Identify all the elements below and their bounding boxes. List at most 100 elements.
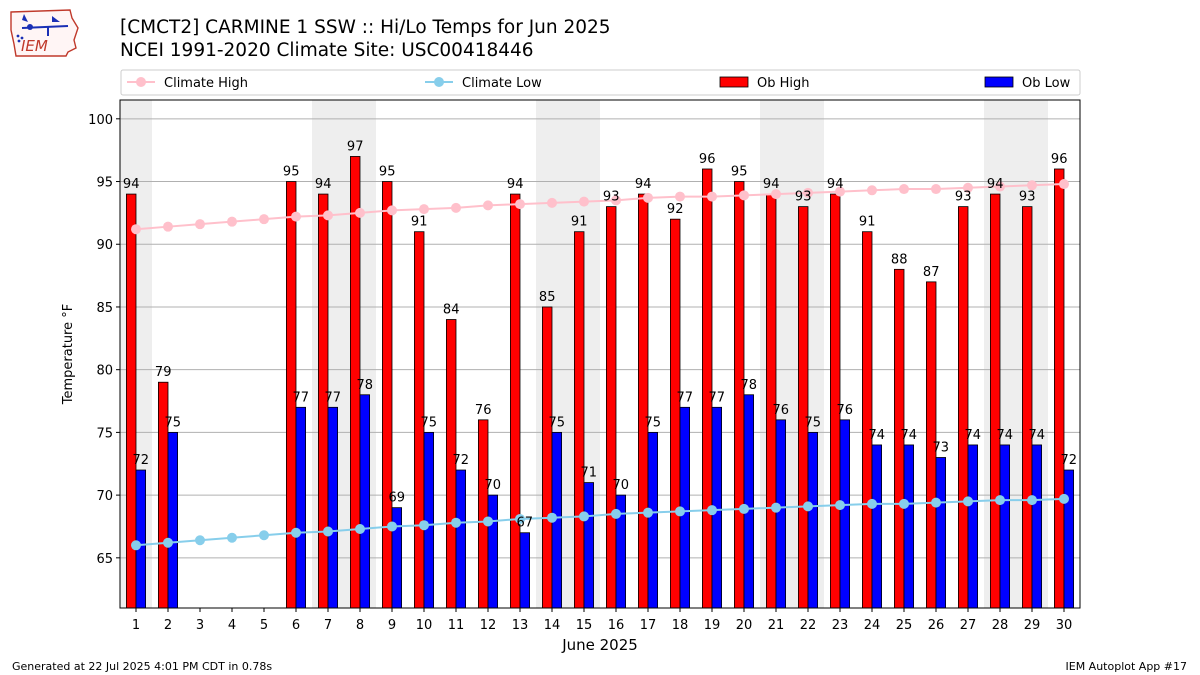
ob-high-bar bbox=[734, 181, 745, 609]
ob-low-bar bbox=[807, 431, 819, 609]
climate-high-point bbox=[995, 181, 1005, 192]
x-tick-label: 14 bbox=[544, 618, 561, 633]
ob-low-value-label: 67 bbox=[517, 516, 534, 531]
x-tick-label: 16 bbox=[608, 618, 625, 633]
x-tick-label: 2 bbox=[164, 618, 172, 633]
ob-high-value-label: 94 bbox=[763, 177, 780, 192]
ob-high-bar bbox=[542, 306, 553, 609]
ob-low-value-label: 74 bbox=[869, 428, 886, 443]
climate-low-point bbox=[1059, 493, 1069, 504]
ob-low-bar bbox=[167, 431, 179, 609]
ob-high-bar bbox=[606, 206, 617, 609]
climate-high-point bbox=[483, 200, 493, 211]
legend-climate-low-marker bbox=[434, 77, 444, 87]
ob-high-bar bbox=[990, 193, 1001, 609]
climate-high-point bbox=[835, 186, 845, 197]
climate-low-line bbox=[135, 497, 1065, 547]
ob-low-value-label: 73 bbox=[933, 440, 950, 455]
x-tick-label: 11 bbox=[448, 618, 465, 633]
ob-high-bar bbox=[1054, 168, 1065, 609]
legend-climate-low-label: Climate Low bbox=[462, 76, 542, 91]
climate-high-point bbox=[803, 187, 813, 198]
climate-low-point bbox=[323, 526, 333, 537]
climate-low-point bbox=[707, 505, 717, 516]
climate-low-point bbox=[131, 540, 141, 551]
climate-low-point bbox=[611, 508, 621, 519]
ob-low-value-label: 77 bbox=[293, 390, 310, 405]
ob-low-value-label: 72 bbox=[453, 453, 470, 468]
x-tick-label: 24 bbox=[864, 618, 881, 633]
ob-high-bar bbox=[477, 419, 489, 609]
x-tick-label: 25 bbox=[896, 618, 913, 633]
ob-low-bar bbox=[1031, 444, 1043, 609]
ob-low-value-label: 72 bbox=[1061, 453, 1078, 468]
climate-high-point bbox=[643, 192, 653, 203]
climate-high-point bbox=[387, 205, 397, 216]
y-tick-label: 80 bbox=[96, 364, 113, 379]
ob-low-value-label: 76 bbox=[773, 403, 790, 418]
ob-low-bar bbox=[359, 394, 371, 609]
generated-footer: Generated at 22 Jul 2025 4:01 PM CDT in … bbox=[12, 660, 273, 673]
ob-high-value-label: 76 bbox=[475, 403, 492, 418]
y-tick-label: 85 bbox=[96, 301, 113, 316]
ob-high-value-label: 94 bbox=[635, 177, 652, 192]
climate-low-point bbox=[675, 506, 685, 517]
ob-high-bar bbox=[830, 193, 841, 609]
ob-high-value-label: 95 bbox=[283, 165, 300, 180]
ob-low-bar bbox=[135, 469, 147, 609]
y-tick-label: 70 bbox=[96, 489, 113, 504]
climate-low-point bbox=[291, 527, 301, 538]
ob-low-value-label: 75 bbox=[805, 415, 822, 430]
ob-high-value-label: 94 bbox=[315, 177, 332, 192]
climate-high-point bbox=[1027, 180, 1037, 191]
x-tick-label: 13 bbox=[512, 618, 529, 633]
ob-low-bar bbox=[871, 444, 883, 609]
ob-high-value-label: 97 bbox=[347, 139, 364, 154]
x-tick-label: 19 bbox=[704, 618, 721, 633]
x-tick-label: 1 bbox=[132, 618, 140, 633]
ob-high-value-label: 93 bbox=[955, 190, 972, 205]
ob-low-value-label: 78 bbox=[357, 378, 374, 393]
legend-climate-high-marker bbox=[136, 77, 146, 87]
ob-high-bar bbox=[766, 193, 777, 609]
ob-high-value-label: 95 bbox=[379, 165, 396, 180]
climate-high-point bbox=[291, 211, 301, 222]
x-tick-label: 15 bbox=[576, 618, 593, 633]
ob-low-value-label: 74 bbox=[965, 428, 982, 443]
ob-low-bar bbox=[583, 482, 595, 609]
ob-high-value-label: 96 bbox=[699, 152, 716, 167]
climate-high-point bbox=[739, 190, 749, 201]
ob-low-bar bbox=[775, 419, 787, 609]
ob-high-bar bbox=[670, 218, 681, 609]
y-tick-label: 95 bbox=[96, 176, 113, 191]
ob-high-value-label: 95 bbox=[731, 165, 748, 180]
ob-high-value-label: 84 bbox=[443, 303, 460, 318]
x-tick-label: 23 bbox=[832, 618, 849, 633]
climate-low-point bbox=[259, 530, 269, 541]
climate-high-point bbox=[963, 182, 973, 193]
x-tick-label: 10 bbox=[416, 618, 433, 633]
climate-low-point bbox=[963, 496, 973, 507]
ob-high-bar bbox=[638, 193, 649, 609]
legend-ob-low-swatch bbox=[984, 76, 1014, 88]
climate-high-point bbox=[195, 219, 205, 230]
climate-high-point bbox=[867, 185, 877, 196]
ob-low-value-label: 75 bbox=[645, 415, 662, 430]
logo-text: IEM bbox=[21, 37, 48, 55]
climate-high-point bbox=[931, 184, 941, 195]
climate-high-point bbox=[227, 216, 237, 227]
ob-low-value-label: 76 bbox=[837, 403, 854, 418]
ob-high-value-label: 85 bbox=[539, 290, 556, 305]
ob-high-value-label: 93 bbox=[1019, 190, 1036, 205]
ob-high-value-label: 91 bbox=[411, 215, 428, 230]
ob-high-value-label: 94 bbox=[123, 177, 140, 192]
x-tick-label: 29 bbox=[1024, 618, 1041, 633]
y-tick-label: 65 bbox=[96, 552, 113, 567]
ob-low-value-label: 70 bbox=[613, 478, 630, 493]
app-footer: IEM Autoplot App #17 bbox=[1065, 660, 1188, 673]
ob-low-value-label: 78 bbox=[741, 378, 758, 393]
ob-high-bar bbox=[381, 181, 393, 609]
climate-high-point bbox=[707, 191, 717, 202]
climate-low-point bbox=[483, 516, 493, 527]
